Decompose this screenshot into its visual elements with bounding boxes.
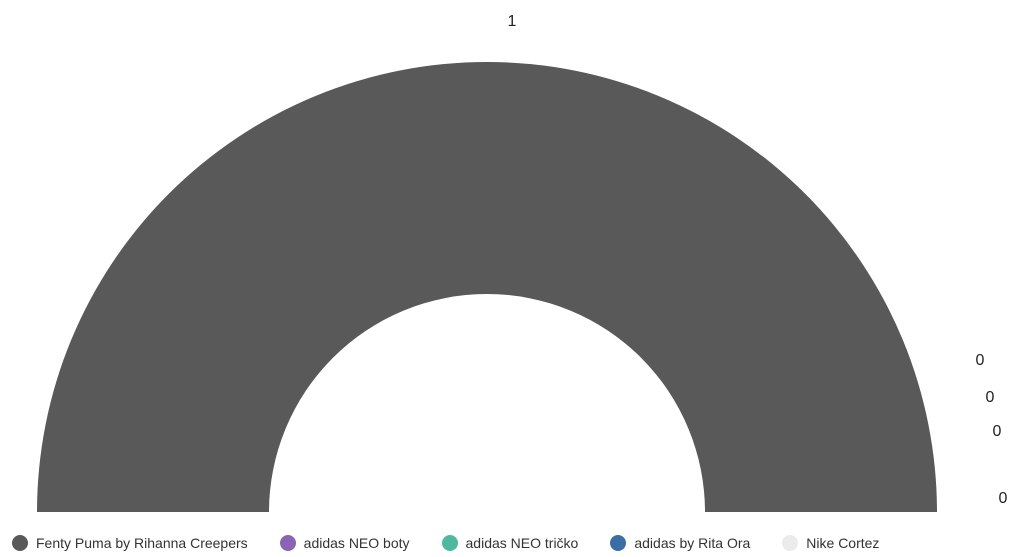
legend-swatch [610,535,627,551]
data-label-adidas-neo-boty: 0 [976,352,985,369]
legend-label: adidas NEO boty [303,535,410,551]
slice-fenty-puma-by-rihanna-creepers[interactable] [37,62,937,512]
legend-label: adidas NEO tričko [465,535,579,551]
legend-swatch [782,535,799,551]
data-labels-group: 1 0 0 0 0 [508,13,1008,507]
legend-label: adidas by Rita Ora [634,535,751,551]
legend-label: Nike Cortez [806,535,880,551]
legend-swatch [279,535,296,551]
legend-item-nike-cortez[interactable]: Nike Cortez [782,535,879,551]
legend-item-adidas-neo-tricko[interactable]: adidas NEO tričko [441,535,579,551]
legend-label: Fenty Puma by Rihanna Creepers [36,535,248,551]
data-label-nike-cortez: 0 [999,490,1008,507]
legend-swatch [441,535,458,551]
data-label-fenty-puma-by-rihanna-creepers: 1 [508,13,517,30]
semi-donut-chart: 1 0 0 0 0 [37,13,1008,512]
legend-item-adidas-by-rita-ora[interactable]: adidas by Rita Ora [610,535,750,551]
legend-item-adidas-neo-boty[interactable]: adidas NEO boty [279,535,410,551]
data-label-adidas-by-rita-ora: 0 [993,423,1002,440]
data-label-adidas-neo-tricko: 0 [986,389,995,406]
legend-item-fenty-puma-by-rihanna-creepers[interactable]: Fenty Puma by Rihanna Creepers [12,535,248,551]
legend-swatch [12,535,28,551]
legend: Fenty Puma by Rihanna Creepers adidas NEO… [0,531,1013,555]
slices-group [37,62,937,512]
